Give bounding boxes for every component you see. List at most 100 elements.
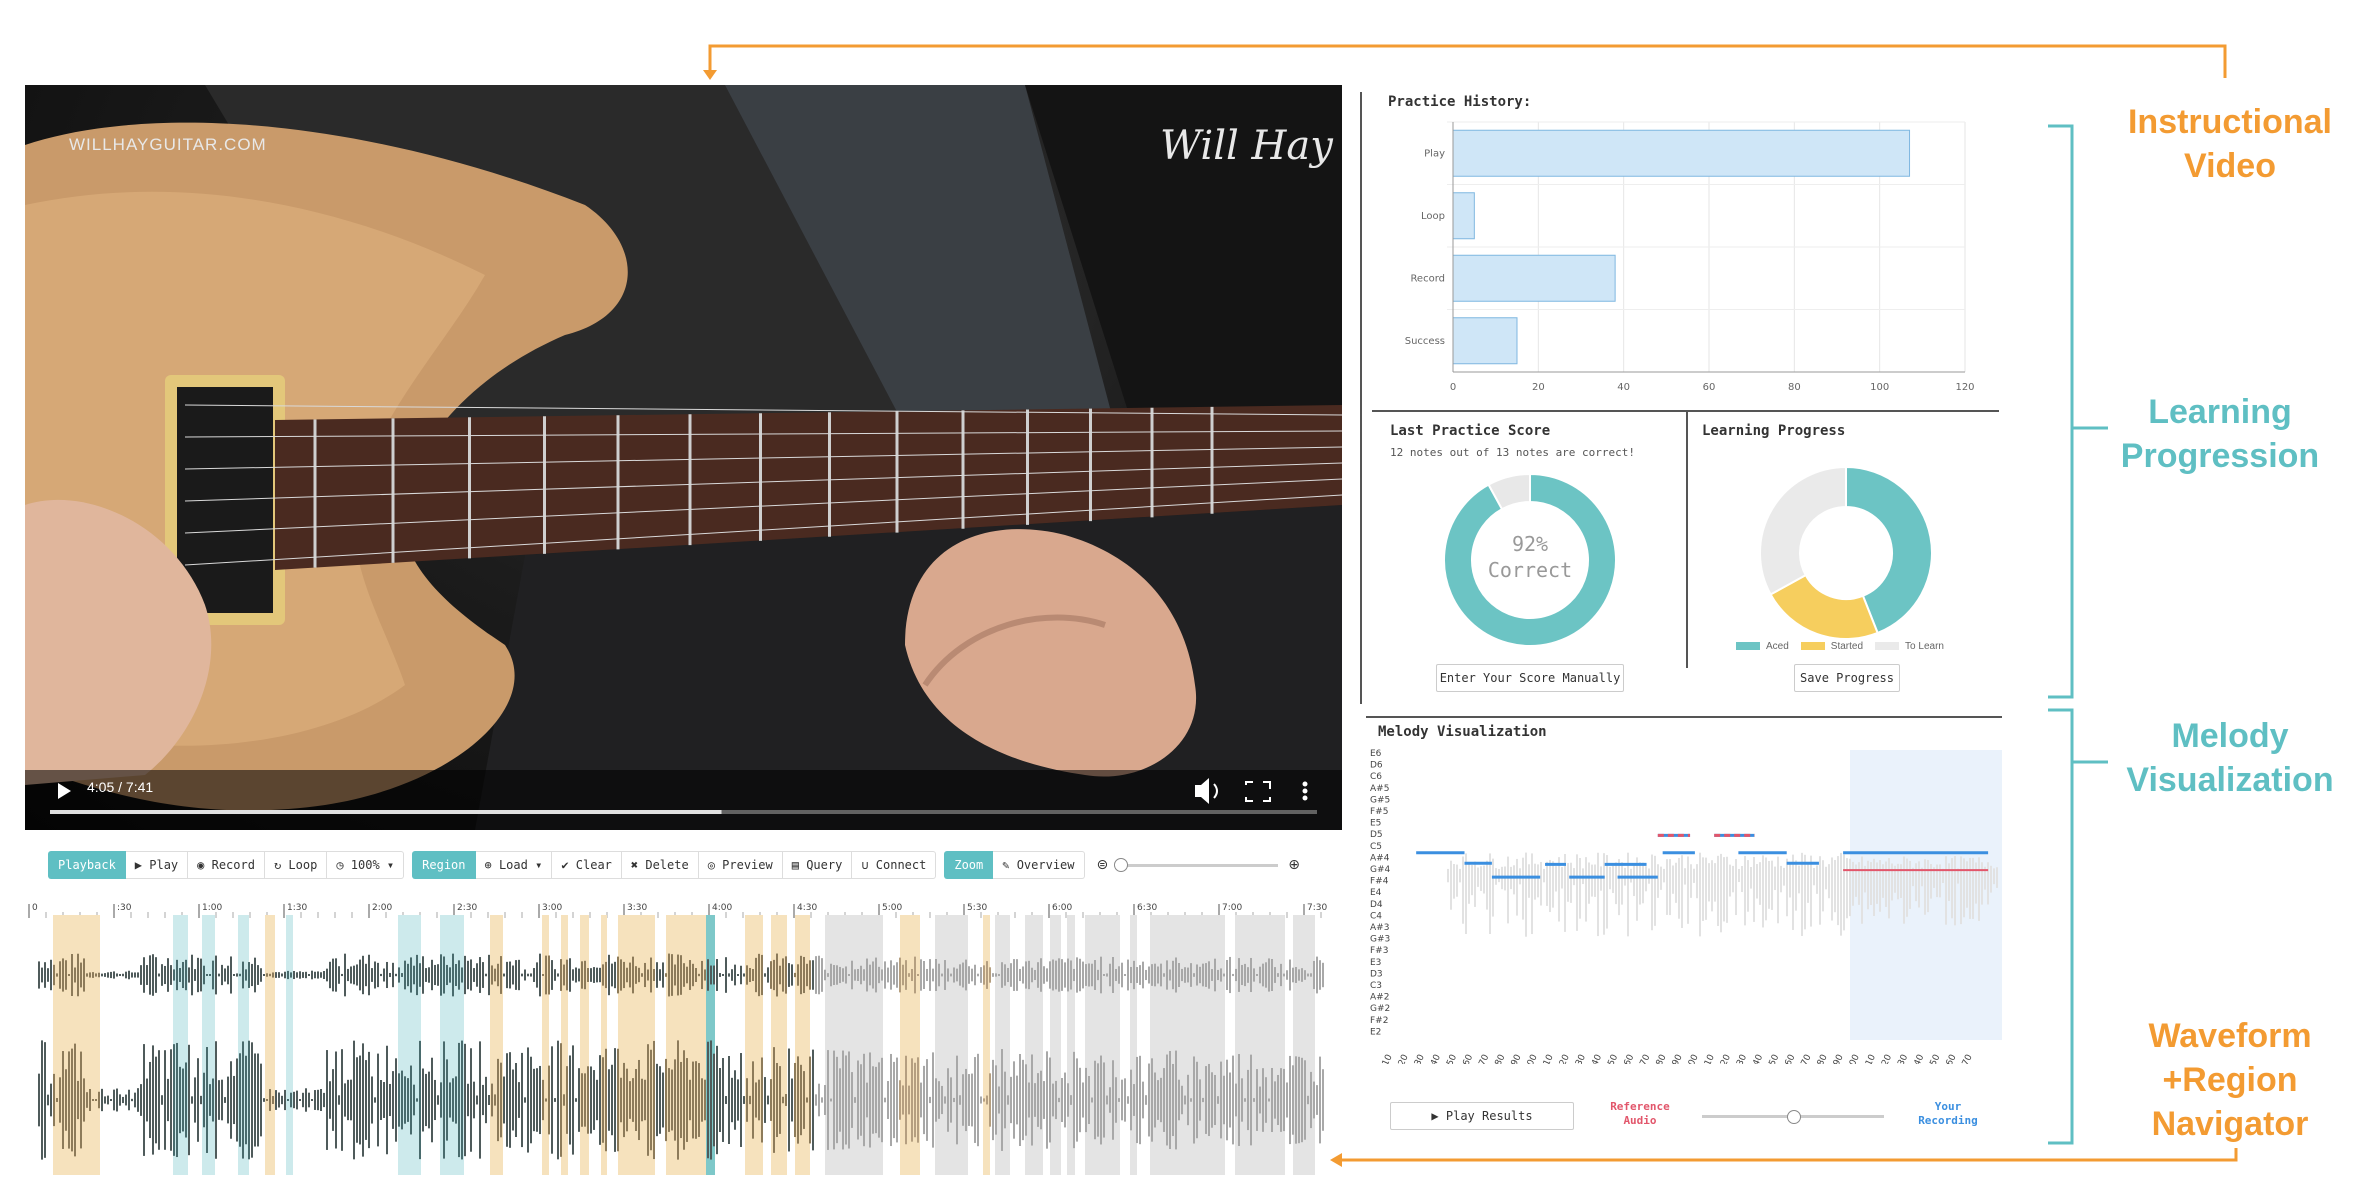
guitar-video-frame xyxy=(25,85,1342,830)
timeline-label: 2:00 xyxy=(372,903,392,913)
speed-dropdown[interactable]: ◷ 100% ▾ xyxy=(327,851,405,879)
practice-history-title: Practice History: xyxy=(1388,94,1532,110)
timeline-label: 3:00 xyxy=(542,903,562,913)
your-recording-label: Your Recording xyxy=(1918,1100,1978,1127)
clear-button[interactable]: ✔ Clear xyxy=(552,851,622,879)
x-tick-label: 0 xyxy=(1450,382,1456,393)
play-icon xyxy=(58,783,71,799)
timeline-label: 6:00 xyxy=(1052,903,1072,913)
time-label: 2.90 xyxy=(1828,1053,1846,1064)
save-progress-button[interactable]: Save Progress xyxy=(1794,664,1900,692)
legend-item: Started xyxy=(1800,641,1864,652)
loop-button[interactable]: ↻ Loop xyxy=(264,851,328,879)
score-percent: 92% xyxy=(1511,532,1549,556)
pitch-label: D6 xyxy=(1370,761,1383,771)
zoom-tag: Zoom xyxy=(944,851,994,879)
time-label: 0.80 xyxy=(1490,1053,1508,1064)
record-button[interactable]: ◉ Record xyxy=(188,851,265,879)
zoom-in-icon[interactable]: ⊕ xyxy=(1288,857,1300,873)
waveform-region xyxy=(983,915,990,1175)
fullscreen-icon xyxy=(1245,781,1271,802)
play-results-button[interactable]: ▶ Play Results xyxy=(1390,1102,1574,1130)
video-time: 4:05 / 7:41 xyxy=(87,779,154,795)
time-label: 1.40 xyxy=(1587,1053,1605,1064)
time-label: 2.30 xyxy=(1732,1053,1750,1064)
timeline-label: 5:00 xyxy=(882,903,902,913)
pitch-label: C3 xyxy=(1370,981,1382,991)
play-button-label: Play xyxy=(149,858,179,872)
playback-tag: Playback xyxy=(48,851,126,879)
panel-divider-left xyxy=(1360,92,1362,704)
overview-button[interactable]: ✎ Overview xyxy=(993,851,1085,879)
time-label: 3.00 xyxy=(1844,1053,1862,1064)
category-label: Record xyxy=(1410,273,1445,284)
guitar-string xyxy=(184,430,1342,438)
waveform-navigator-arrow xyxy=(1340,1148,2238,1162)
pitch-label: E2 xyxy=(1370,1027,1381,1037)
instructional-video[interactable]: WILLHAYGUITAR.COM Will Hay 4:05 / 7:41 xyxy=(25,85,1342,830)
zoom-out-icon[interactable]: ⊜ xyxy=(1096,857,1109,873)
score-label: Correct xyxy=(1487,558,1573,582)
reference-audio-label: Reference Audio xyxy=(1610,1100,1670,1127)
balance-slider[interactable] xyxy=(1702,1110,1884,1124)
guitar-string xyxy=(184,446,1342,470)
panel-divider-h2 xyxy=(1366,716,2002,718)
time-label: 1.50 xyxy=(1603,1053,1621,1064)
waveform-region xyxy=(286,915,293,1175)
legend-label: To Learn xyxy=(1905,641,1944,652)
learning-progress-donut xyxy=(1759,465,1933,640)
waveform-region xyxy=(490,915,503,1175)
zoom-slider[interactable] xyxy=(1114,857,1279,872)
connect-button[interactable]: ∪ Connect xyxy=(852,851,937,879)
waveform-toolbar: Playback ▶ Play ◉ Record ↻ Loop ◷ 100% ▾… xyxy=(48,851,1300,879)
time-label: 2.50 xyxy=(1764,1053,1782,1064)
pitch-label: F#3 xyxy=(1370,946,1388,956)
timeline-label: 5:30 xyxy=(967,903,987,913)
time-label: 3.70 xyxy=(1957,1053,1975,1064)
waveform-region xyxy=(1085,915,1120,1175)
play-button[interactable]: ▶ Play xyxy=(125,851,189,879)
waveform-region xyxy=(1150,915,1225,1175)
play-results-label: Play Results xyxy=(1445,1109,1533,1123)
timeline-label: 4:30 xyxy=(797,903,817,913)
pitch-label: D4 xyxy=(1370,900,1383,910)
pitch-label: A#4 xyxy=(1370,853,1390,863)
time-label: 1.10 xyxy=(1538,1053,1556,1064)
legend-label: Started xyxy=(1830,641,1864,652)
x-tick-label: 60 xyxy=(1703,382,1716,393)
waveform-region xyxy=(935,915,968,1175)
speed-dropdown-value: 100% xyxy=(350,858,380,872)
time-label: 2.20 xyxy=(1716,1053,1734,1064)
pitch-label: A#2 xyxy=(1370,993,1389,1003)
instructional-video-arrow xyxy=(708,44,2227,78)
legend-swatch xyxy=(1736,642,1760,651)
load-dropdown[interactable]: ⊕ Load ▾ xyxy=(475,851,553,879)
preview-button[interactable]: ◎ Preview xyxy=(698,851,783,879)
guitar-string xyxy=(184,494,1342,566)
waveform-region-navigator[interactable] xyxy=(25,915,1335,1175)
time-label: 0.60 xyxy=(1458,1053,1476,1064)
learning-progression-bracket xyxy=(2048,124,2074,699)
donut-slice xyxy=(1487,472,1531,511)
time-label: 3.20 xyxy=(1877,1053,1895,1064)
waveform-region xyxy=(1235,915,1285,1175)
query-button[interactable]: ▤ Query xyxy=(782,851,853,879)
preview-label: Preview xyxy=(722,858,773,872)
pitch-label: A#5 xyxy=(1370,784,1389,794)
timeline-label: 1:30 xyxy=(287,903,307,913)
delete-button[interactable]: ✖ Delete xyxy=(621,851,699,879)
category-label: Play xyxy=(1424,148,1445,159)
time-label: 3.10 xyxy=(1861,1053,1879,1064)
balance-slider-knob[interactable] xyxy=(1787,1110,1801,1124)
waveform-region xyxy=(1067,915,1075,1175)
time-label: 3.50 xyxy=(1925,1053,1943,1064)
enter-score-button[interactable]: Enter Your Score Manually xyxy=(1436,664,1624,692)
load-label: Load xyxy=(498,858,528,872)
pitch-label: G#2 xyxy=(1370,1004,1390,1014)
pitch-label: G#4 xyxy=(1370,865,1391,875)
donut-slice xyxy=(1845,465,1933,635)
x-tick-label: 100 xyxy=(1870,382,1889,393)
guitar-string xyxy=(184,462,1342,502)
zoom-slider-knob[interactable] xyxy=(1114,857,1129,872)
